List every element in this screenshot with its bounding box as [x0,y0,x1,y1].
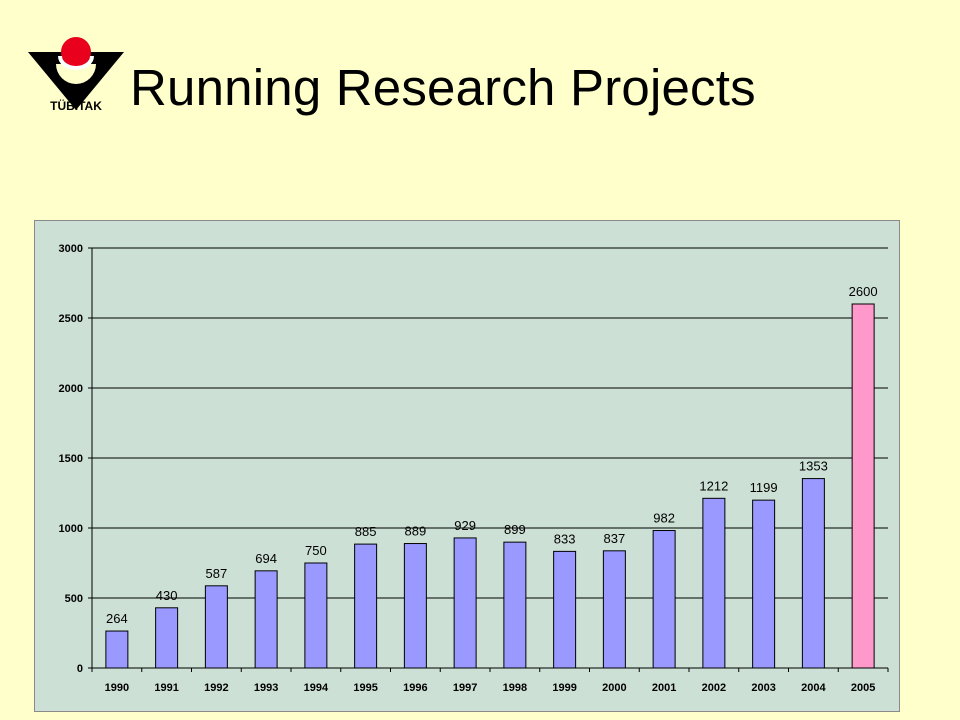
data-label: 929 [454,518,476,533]
data-label: 982 [653,511,675,526]
bar [254,570,278,669]
y-tick-label: 2000 [59,383,83,395]
bar [204,585,228,669]
x-tick-label: 2000 [602,682,626,694]
data-label: 889 [405,524,427,539]
data-label: 885 [355,524,377,539]
x-tick-label: 1997 [453,682,477,694]
x-tick-label: 2003 [751,682,775,694]
bar [155,607,179,669]
x-tick-label: 1998 [503,682,527,694]
data-label: 264 [106,611,128,626]
bar [553,550,577,669]
x-tick-label: 1994 [304,682,329,694]
y-tick-label: 2500 [59,313,83,325]
bar [752,499,776,669]
x-tick-label: 2002 [702,682,726,694]
chart-panel: 0 500 1000 1500 2000 2500 3000 264 1990 430 1991 58… [34,220,900,712]
bar [354,543,378,669]
x-tick-label: 2004 [801,682,826,694]
data-label: 833 [554,531,576,546]
x-tick-label: 1995 [353,682,377,694]
bar [304,562,328,669]
bar [602,550,626,669]
logo-red-circle-icon [61,37,91,67]
page-title: Running Research Projects [130,59,756,116]
tubitak-logo: TÜBİTAK [28,37,124,113]
y-tick-label: 1000 [59,523,83,535]
data-label: 837 [604,531,626,546]
x-tick-label: 1991 [154,682,178,694]
y-tick-label: 500 [65,593,83,605]
bar [403,543,427,669]
y-tick-label: 1500 [59,453,83,465]
bar [702,497,726,669]
data-label: 694 [255,551,277,566]
bar [503,541,527,669]
y-tick-label: 3000 [59,243,83,255]
data-label: 1199 [750,480,778,495]
data-label: 1353 [799,459,828,474]
x-tick-label: 1996 [403,682,427,694]
bar-chart: 0 500 1000 1500 2000 2500 3000 264 1990 430 1991 58… [59,243,889,694]
x-tick-label: 1992 [204,682,228,694]
bar [851,303,875,669]
data-label: 750 [305,543,327,558]
bar [801,478,825,669]
x-tick-label: 2005 [851,682,875,694]
bar [453,537,477,669]
x-tick-label: 1999 [552,682,576,694]
logo-text: TÜBİTAK [50,98,102,113]
bar [652,530,676,669]
y-tick-label: 0 [77,663,83,675]
x-tick-label: 1993 [254,682,278,694]
bar [105,630,129,669]
data-label: 587 [206,566,228,581]
logo-white-arc-icon [58,55,94,70]
x-tick-label: 1990 [105,682,129,694]
data-label: 430 [156,588,178,603]
data-label: 2600 [849,284,878,299]
logo-chevron-icon [28,52,124,110]
x-tick-label: 2001 [652,682,676,694]
data-label: 1212 [699,478,728,493]
data-label: 899 [504,522,526,537]
